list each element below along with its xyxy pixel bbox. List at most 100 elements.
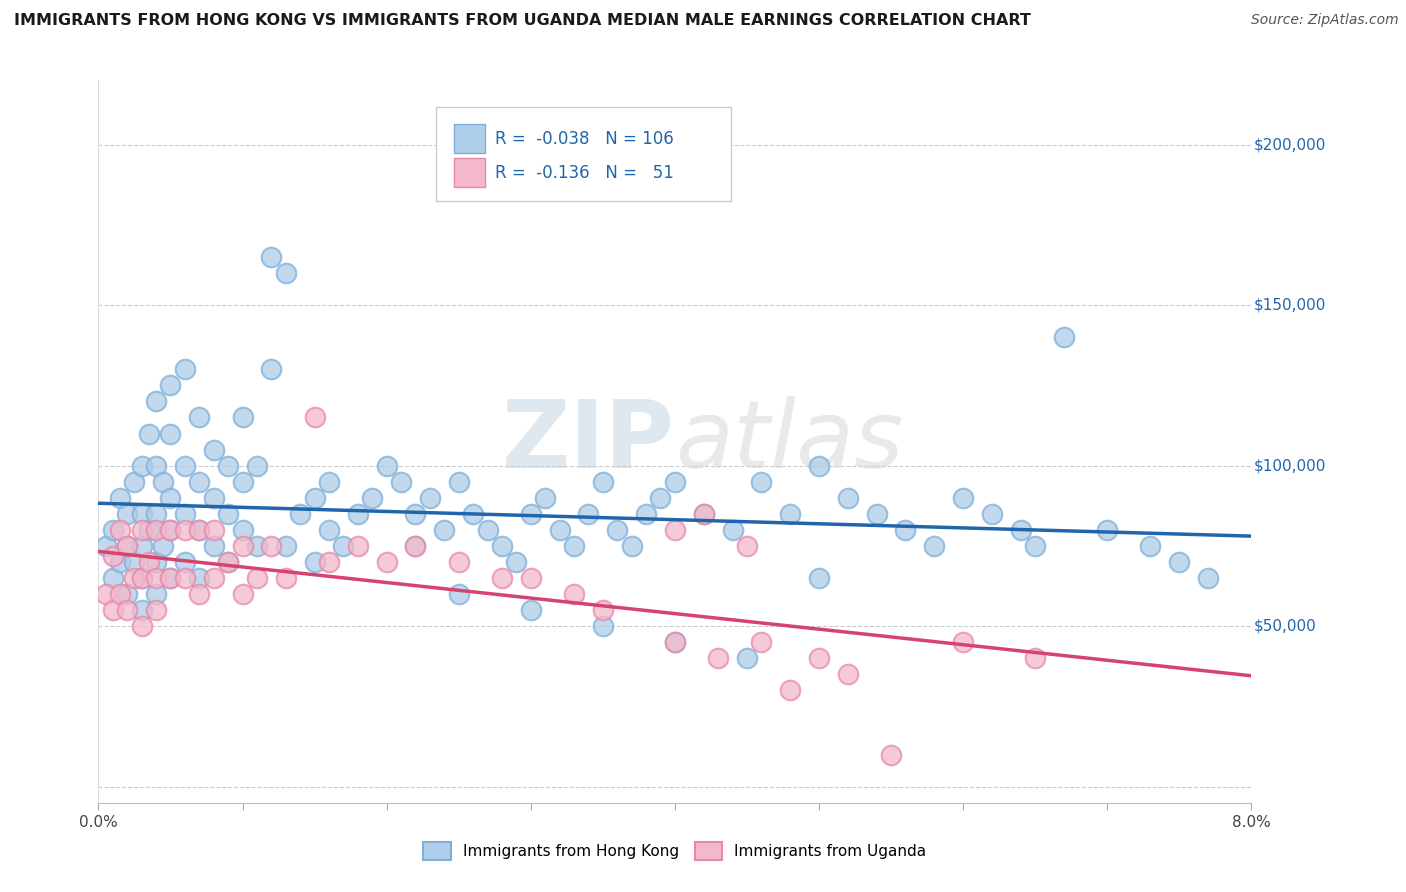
Point: [174, 555, 197, 569]
Point: [477, 523, 499, 537]
Point: [145, 394, 167, 409]
Point: [880, 747, 903, 762]
Point: [117, 539, 139, 553]
Point: [735, 651, 758, 665]
Point: [361, 491, 384, 505]
Point: [117, 539, 139, 553]
Text: $50,000: $50,000: [1254, 619, 1316, 633]
Point: [620, 539, 643, 553]
Point: [779, 683, 801, 698]
Point: [1010, 523, 1032, 537]
Point: [174, 507, 197, 521]
Point: [375, 458, 398, 473]
Point: [405, 539, 427, 553]
Point: [837, 491, 859, 505]
Point: [1053, 330, 1076, 344]
Point: [108, 491, 131, 505]
Point: [447, 587, 470, 601]
Point: [131, 603, 153, 617]
Point: [131, 539, 153, 553]
Point: [318, 523, 340, 537]
Point: [808, 458, 831, 473]
Point: [981, 507, 1004, 521]
Point: [202, 571, 225, 585]
Point: [318, 475, 340, 489]
Point: [721, 523, 744, 537]
Point: [202, 523, 225, 537]
Point: [952, 635, 974, 649]
Point: [952, 491, 974, 505]
Point: [217, 507, 239, 521]
Point: [808, 651, 831, 665]
Point: [562, 587, 585, 601]
Point: [1097, 523, 1119, 537]
Text: R =  -0.136   N =   51: R = -0.136 N = 51: [495, 163, 673, 181]
Point: [290, 507, 312, 521]
Point: [636, 507, 658, 521]
Point: [837, 667, 859, 681]
Point: [231, 523, 254, 537]
Point: [145, 571, 167, 585]
Point: [202, 539, 225, 553]
Point: [231, 539, 254, 553]
Text: IMMIGRANTS FROM HONG KONG VS IMMIGRANTS FROM UGANDA MEDIAN MALE EARNINGS CORRELA: IMMIGRANTS FROM HONG KONG VS IMMIGRANTS …: [14, 13, 1031, 29]
Legend: Immigrants from Hong Kong, Immigrants from Uganda: Immigrants from Hong Kong, Immigrants fr…: [416, 835, 934, 867]
Text: Source: ZipAtlas.com: Source: ZipAtlas.com: [1251, 13, 1399, 28]
Point: [693, 507, 716, 521]
Point: [866, 507, 889, 521]
Point: [592, 475, 614, 489]
Point: [117, 603, 139, 617]
Point: [231, 587, 254, 601]
Point: [188, 523, 211, 537]
Point: [491, 539, 513, 553]
Point: [101, 571, 124, 585]
Point: [217, 555, 239, 569]
Point: [174, 523, 197, 537]
Point: [274, 539, 297, 553]
Point: [751, 635, 773, 649]
Point: [117, 507, 139, 521]
Point: [174, 571, 197, 585]
Point: [304, 555, 326, 569]
Point: [131, 507, 153, 521]
Point: [124, 555, 146, 569]
Point: [461, 507, 484, 521]
Point: [101, 523, 124, 537]
Point: [779, 507, 801, 521]
Text: atlas: atlas: [675, 396, 903, 487]
Point: [145, 507, 167, 521]
Point: [346, 539, 368, 553]
Point: [101, 549, 124, 563]
Point: [117, 587, 139, 601]
Text: ZIP: ZIP: [502, 395, 675, 488]
Point: [231, 410, 254, 425]
Point: [894, 523, 917, 537]
Point: [419, 491, 441, 505]
Point: [159, 571, 181, 585]
Point: [735, 539, 758, 553]
Point: [138, 555, 160, 569]
Point: [578, 507, 600, 521]
Text: R =  -0.038   N = 106: R = -0.038 N = 106: [495, 129, 673, 147]
Point: [260, 362, 283, 376]
Point: [592, 619, 614, 633]
Point: [318, 555, 340, 569]
Point: [145, 603, 167, 617]
Point: [159, 378, 181, 392]
Point: [124, 571, 146, 585]
Point: [924, 539, 946, 553]
Point: [1024, 539, 1046, 553]
Point: [131, 458, 153, 473]
Point: [664, 635, 686, 649]
Point: [520, 507, 543, 521]
Point: [332, 539, 354, 553]
Point: [94, 539, 117, 553]
Point: [202, 442, 225, 457]
Text: $100,000: $100,000: [1254, 458, 1326, 473]
Point: [606, 523, 628, 537]
Point: [217, 458, 239, 473]
Point: [447, 475, 470, 489]
Point: [707, 651, 730, 665]
Point: [447, 555, 470, 569]
Point: [304, 410, 326, 425]
